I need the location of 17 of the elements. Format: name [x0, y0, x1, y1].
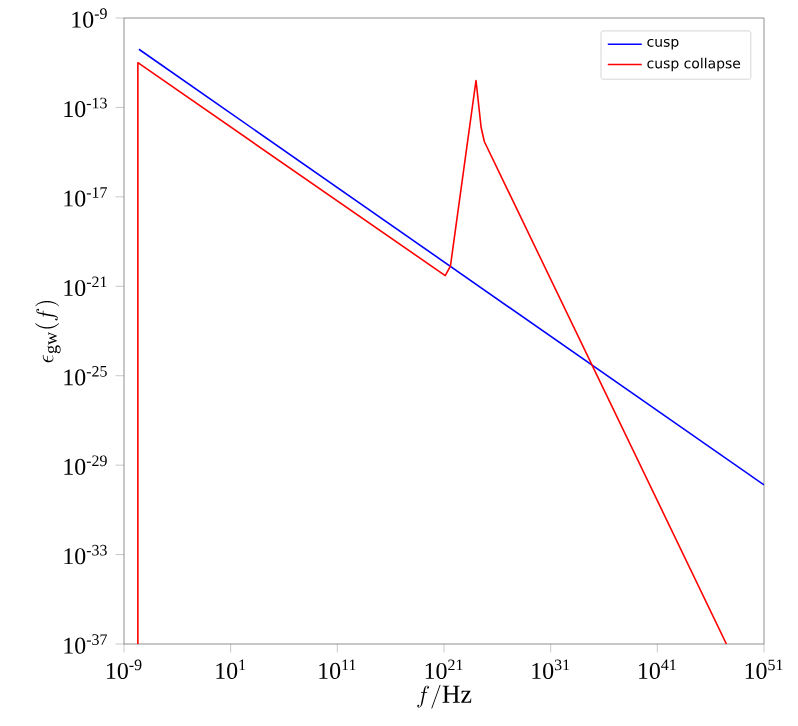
y-tick-label: 10$^{-25}$ — [64, 365, 107, 386]
y-tick-label: 10$^{-9}$ — [72, 8, 107, 28]
y-tick-label: 10$^{-21}$ — [64, 276, 107, 297]
x-tick-label: 10$^{41}$ — [639, 659, 676, 679]
y-axis-title: $\epsilon_{\rm gw}(f)$ — [35, 300, 61, 363]
x-tick-label: 10$^{51}$ — [745, 659, 783, 679]
x-tick-label: 10$^{1}$ — [216, 659, 246, 679]
y-tick-label: 10$^{-33}$ — [64, 544, 107, 565]
x-tick-label: 10$^{31}$ — [532, 659, 570, 679]
y-tick-label: 10$^{-37}$ — [64, 634, 107, 654]
x-axis-title: $f/\mathrm{Hz}$ — [417, 684, 472, 709]
y-tick-label: 10$^{-29}$ — [64, 455, 107, 475]
x-tick-label: 10$^{21}$ — [425, 659, 463, 679]
x-tick-label: 10$^{-9}$ — [107, 659, 142, 679]
x-tick-label: 10$^{11}$ — [319, 659, 356, 679]
y-tick-label: 10$^{-13}$ — [64, 97, 107, 118]
y-tick-label: 10$^{-17}$ — [64, 187, 107, 207]
